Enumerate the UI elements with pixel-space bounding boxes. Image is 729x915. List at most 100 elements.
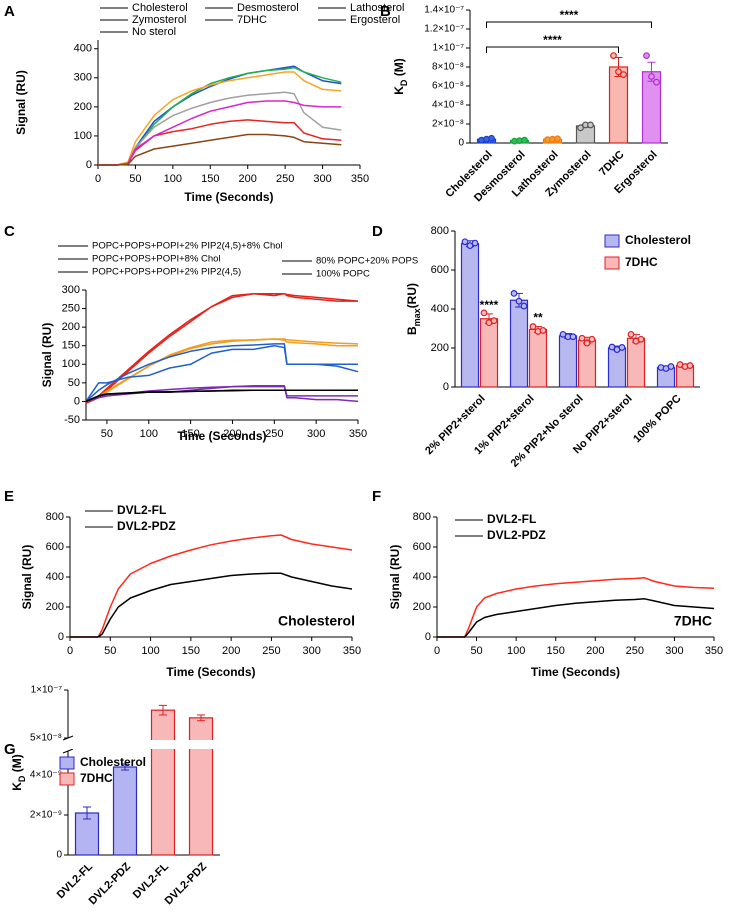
x-tick-label: 200: [222, 645, 240, 657]
legend-label: Cholesterol: [625, 233, 691, 247]
legend-label: Desmosterol: [237, 2, 299, 14]
data-point: [615, 68, 622, 76]
bar: [460, 243, 480, 388]
significance-bracket: [486, 46, 619, 53]
data-point: [587, 121, 594, 129]
significance-bracket: [486, 21, 652, 28]
x-tick-label: 100: [141, 645, 159, 657]
data-point: [667, 363, 675, 370]
data-point: [637, 335, 645, 343]
x-tick-label: 350: [349, 428, 367, 440]
data-point: [515, 297, 523, 305]
x-tick-label: 200: [223, 428, 241, 440]
y-axis-title: Bmax(RU): [405, 283, 422, 335]
x-tick-label: 350: [705, 645, 723, 657]
y-tick-label: 400: [74, 43, 92, 55]
data-point: [554, 135, 561, 143]
y-axis-title-part: B: [405, 326, 419, 335]
legend-label: No sterol: [132, 26, 176, 38]
bar: [626, 337, 646, 388]
x-tick-label: 100: [140, 428, 158, 440]
panel-label: D: [372, 223, 383, 240]
y-tick-label: 2×10⁻⁸: [432, 119, 464, 130]
x-tick-label: 200: [239, 173, 257, 185]
y-tick-label: 0: [443, 381, 449, 393]
legend-label: Lathosterol: [350, 2, 404, 14]
x-tick-label: 300: [665, 645, 683, 657]
data-line: [70, 534, 353, 638]
legend-label: POPC+POPS+POPI+2% PIP2(4,5): [92, 267, 241, 278]
legend-label: DVL2-FL: [487, 512, 536, 526]
bar: [558, 335, 578, 388]
y-tick-label: 400: [431, 303, 449, 315]
y-tick-label: 200: [46, 601, 64, 613]
y-tick-label: 600: [46, 541, 64, 553]
x-tick-label: 150: [182, 645, 200, 657]
annotation: 7DHC: [674, 613, 712, 629]
y-tick-label: 150: [62, 340, 80, 352]
bar: [608, 66, 629, 144]
data-point: [577, 124, 584, 132]
data-line: [70, 572, 353, 638]
x-tick-label: 250: [265, 428, 283, 440]
y-tick-label: 4×10⁻⁸: [432, 100, 464, 111]
y-axis-title: Signal (RU): [388, 545, 402, 610]
data-line: [98, 91, 342, 166]
x-tick-label: 150: [201, 173, 219, 185]
x-tick-label: 350: [343, 645, 361, 657]
legend-swatch: [604, 256, 620, 270]
bar: [188, 717, 214, 856]
significance-label: ****: [480, 298, 499, 312]
y-axis-title: Signal (RU): [40, 323, 54, 388]
y-tick-label: 1.4×10⁻⁷: [424, 5, 464, 16]
x-tick-label: 250: [262, 645, 280, 657]
bar: [607, 347, 627, 388]
legend-label: 7DHC: [80, 771, 113, 785]
y-tick-label: 100: [62, 358, 80, 370]
panel-label: F: [372, 488, 381, 505]
legend-label: POPC+POPS+POPI+8% Chol: [92, 254, 221, 265]
y-axis-title: KD (M): [392, 58, 409, 95]
x-tick-label: 0: [67, 645, 73, 657]
legend-label: 100% POPC: [316, 269, 370, 280]
data-point: [578, 334, 586, 342]
legend-swatch: [59, 772, 75, 786]
data-point: [627, 330, 635, 338]
panel-label: A: [4, 3, 15, 20]
data-point: [618, 344, 626, 351]
data-line: [437, 577, 715, 638]
y-tick-label: 600: [413, 541, 431, 553]
data-point: [520, 302, 528, 310]
y-tick-label: 0: [56, 850, 62, 861]
panel-label: C: [4, 223, 15, 240]
data-point: [461, 238, 469, 246]
y-tick-label: 1×10⁻⁷: [433, 43, 465, 54]
y-tick-label: 4×10⁻⁹: [30, 770, 62, 781]
y-axis-title-part: (M): [10, 754, 24, 775]
y-tick-label: 100: [74, 130, 92, 142]
x-tick-label: DVL2-PDZ: [87, 860, 134, 907]
y-tick-label: 8×10⁻⁸: [432, 62, 464, 73]
x-tick-label: 50: [101, 428, 113, 440]
y-axis-title-part: D: [17, 775, 27, 782]
data-point: [569, 333, 577, 341]
legend-label: POPC+POPS+POPI+2% PIP2(4,5)+8% Chol: [92, 241, 283, 252]
data-point: [588, 335, 596, 343]
bar: [509, 299, 529, 388]
legend-label: Ergosterol: [350, 14, 400, 26]
axis-break: [62, 748, 74, 754]
x-axis-title: Time (Seconds): [184, 190, 273, 204]
fit-line: [85, 338, 359, 403]
fit-line: [85, 343, 358, 402]
y-tick-label: 0: [58, 631, 64, 643]
x-tick-label: 200: [586, 645, 604, 657]
y-tick-label: 1×10⁻⁷: [31, 685, 63, 696]
legend-label: DVL2-PDZ: [487, 528, 546, 542]
bar: [150, 709, 176, 856]
data-point: [529, 323, 537, 330]
data-point: [488, 134, 495, 142]
data-point: [686, 362, 694, 369]
y-axis-title-part: K: [10, 782, 24, 791]
x-tick-label: 0: [95, 173, 101, 185]
y-tick-label: 0: [458, 138, 464, 149]
